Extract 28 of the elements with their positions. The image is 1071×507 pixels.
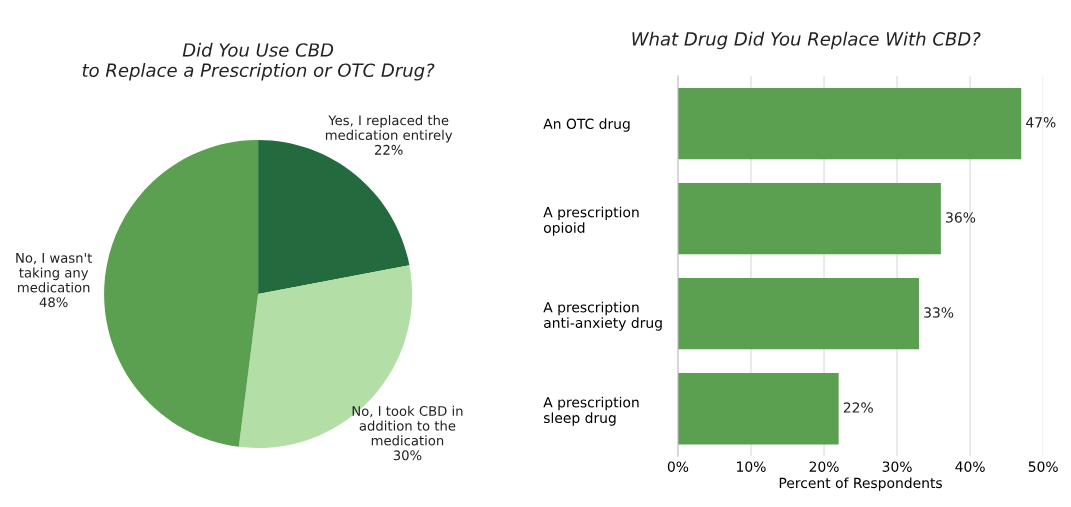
y-tick-label: An OTC drug: [543, 118, 630, 132]
data-label: 47%: [1026, 117, 1056, 128]
data-label: 33%: [924, 307, 954, 318]
x-tick-label: 30%: [882, 461, 912, 472]
data-label: 48%: [39, 297, 68, 308]
bar: [677, 183, 941, 255]
data-label: 22%: [843, 402, 873, 413]
chart-title: What Drug Did You Replace With CBD?: [632, 31, 981, 50]
y-tick-label: A prescription anti-anxiety drug: [543, 301, 662, 331]
bar: [677, 278, 919, 350]
x-axis-title: Percent of Respondents: [779, 477, 942, 491]
data-label: 30%: [393, 450, 422, 461]
x-tick-label: 10%: [737, 461, 766, 472]
slice-label: No, I took CBD in addition to the medication: [352, 405, 463, 446]
y-tick-label: A prescription opioid: [543, 206, 639, 236]
x-tick-label: 0%: [667, 461, 689, 472]
bar: [677, 373, 839, 445]
data-label: 22%: [374, 144, 403, 155]
x-tick-label: 20%: [809, 461, 839, 472]
data-label: 36%: [946, 212, 976, 223]
slice-label: Yes, I replaced the medication entirely: [325, 115, 453, 143]
x-tick-label: 50%: [1028, 461, 1058, 472]
y-tick-label: A prescription sleep drug: [543, 396, 639, 426]
slice-label: No, I wasn't taking any medication: [16, 253, 93, 293]
bar: [677, 87, 1022, 160]
chart-title: Did You Use CBD to Replace a Prescription or OTC Drug?: [82, 42, 435, 81]
pie-slice: [104, 140, 259, 447]
x-tick-label: 40%: [955, 461, 985, 472]
